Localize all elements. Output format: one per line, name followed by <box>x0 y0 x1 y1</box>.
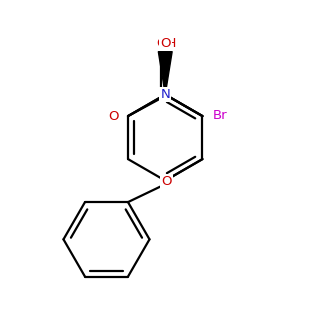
Text: OH: OH <box>156 37 176 50</box>
Text: O: O <box>160 37 171 50</box>
Text: N: N <box>160 88 170 101</box>
Text: O: O <box>108 110 119 122</box>
Text: Br: Br <box>213 108 227 122</box>
Text: O: O <box>161 175 171 188</box>
Polygon shape <box>158 51 172 95</box>
